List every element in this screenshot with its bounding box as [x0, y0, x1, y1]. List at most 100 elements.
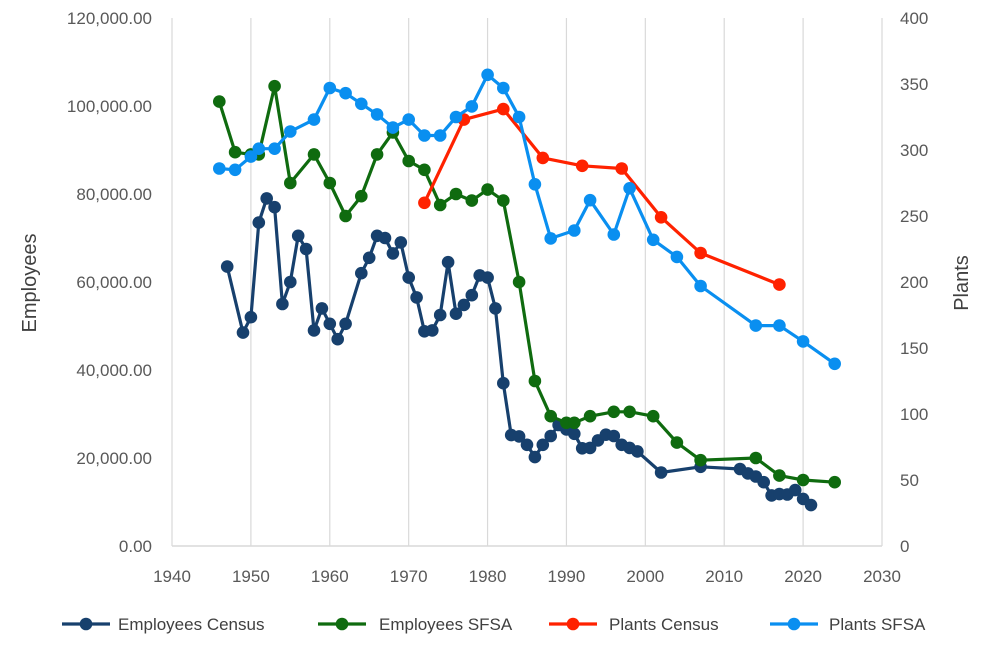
data-point — [433, 308, 447, 322]
data-point — [220, 260, 234, 273]
data-point — [828, 475, 841, 489]
data-point — [544, 232, 557, 245]
data-point — [512, 110, 526, 124]
data-point — [575, 159, 589, 173]
x-tick-label: 1950 — [232, 567, 270, 586]
data-point — [386, 247, 400, 260]
data-point — [331, 332, 345, 346]
data-point — [568, 427, 581, 441]
data-point — [213, 95, 226, 108]
data-point — [386, 121, 400, 134]
data-point — [441, 255, 455, 269]
data-point — [528, 450, 542, 464]
data-point — [749, 319, 763, 332]
data-point — [623, 405, 636, 419]
x-tick-label: 1940 — [153, 567, 191, 586]
y2-tick-label: 0 — [900, 537, 909, 556]
data-point — [355, 189, 368, 203]
series-employees-census — [220, 192, 818, 512]
data-point — [339, 209, 352, 223]
data-point — [481, 183, 494, 196]
data-point — [228, 163, 242, 177]
y-tick-label: 0.00 — [119, 537, 152, 556]
y-tick-label: 60,000.00 — [76, 273, 152, 292]
data-point — [228, 145, 242, 159]
data-point — [654, 211, 668, 224]
data-point — [607, 228, 621, 241]
data-point — [607, 429, 621, 443]
data-point — [694, 246, 707, 260]
data-point — [410, 291, 423, 304]
data-point — [497, 81, 510, 95]
data-point — [244, 150, 258, 163]
data-point — [646, 233, 660, 247]
data-point — [378, 231, 392, 245]
y2-axis-title: Plants — [951, 255, 973, 311]
data-point — [307, 324, 321, 337]
data-point — [323, 176, 337, 190]
data-point — [355, 266, 368, 280]
data-point — [323, 317, 337, 331]
x-tick-label: 1990 — [548, 567, 586, 586]
data-point — [749, 451, 763, 465]
data-point — [544, 429, 557, 443]
series-plants-census — [418, 102, 786, 291]
data-point — [512, 430, 526, 443]
legend-label: Plants Census — [609, 615, 719, 634]
data-point — [418, 196, 431, 210]
data-point — [284, 176, 297, 190]
data-point — [433, 129, 447, 142]
y2-tick-label: 300 — [900, 141, 928, 160]
data-point — [418, 129, 431, 142]
data-point — [268, 79, 281, 93]
data-point — [276, 297, 289, 311]
legend-item: Employees SFSA — [318, 615, 513, 634]
legend-item: Plants SFSA — [770, 615, 926, 634]
series-line — [217, 84, 837, 484]
y-axis-title: Employees — [19, 234, 41, 333]
data-point — [497, 376, 510, 390]
series-employees-sfsa — [213, 79, 841, 489]
data-point — [433, 198, 447, 212]
data-point — [528, 374, 542, 388]
y2-tick-label: 400 — [900, 9, 928, 28]
x-tick-label: 2000 — [626, 567, 664, 586]
data-point — [631, 445, 644, 458]
data-point — [449, 307, 463, 321]
data-point — [536, 438, 550, 452]
series-layer — [213, 68, 841, 512]
data-point — [465, 100, 479, 113]
y-tick-label: 40,000.00 — [76, 361, 152, 380]
data-point — [670, 250, 684, 264]
data-point — [804, 498, 818, 512]
y2-tick-label: 50 — [900, 471, 919, 490]
data-point — [646, 409, 660, 423]
data-point — [307, 148, 321, 161]
data-point — [307, 113, 321, 126]
data-point — [260, 192, 274, 205]
data-point — [402, 271, 416, 284]
y-tick-label: 100,000.00 — [67, 97, 152, 116]
data-point — [497, 102, 510, 116]
y-tick-label: 120,000.00 — [67, 9, 152, 28]
x-tick-label: 1960 — [311, 567, 349, 586]
data-point — [339, 86, 352, 100]
data-point — [465, 194, 479, 207]
data-point — [236, 326, 250, 339]
data-point — [362, 251, 376, 265]
data-point — [402, 154, 416, 168]
data-point — [291, 229, 305, 243]
data-point — [497, 194, 510, 207]
y-tick-label: 80,000.00 — [76, 185, 152, 204]
x-tick-label: 1970 — [390, 567, 428, 586]
data-point — [284, 275, 297, 289]
data-point — [315, 302, 329, 315]
data-point — [418, 163, 431, 177]
legend-label: Employees Census — [118, 615, 264, 634]
data-point — [355, 97, 368, 111]
x-tick-label: 1980 — [469, 567, 507, 586]
data-point — [481, 271, 494, 284]
data-point — [654, 466, 668, 479]
data-point — [339, 317, 352, 331]
